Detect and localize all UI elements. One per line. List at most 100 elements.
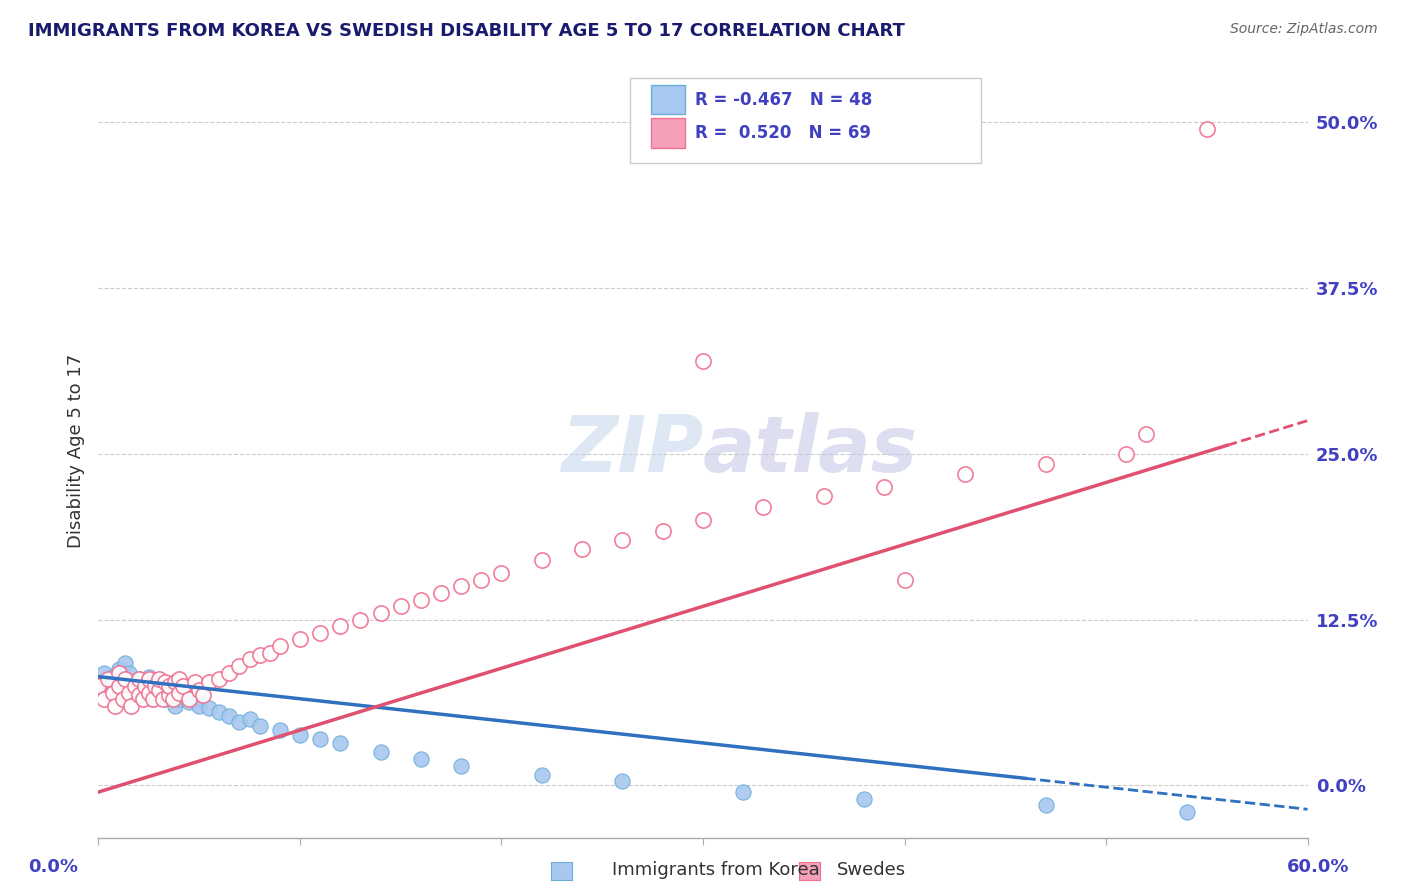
Point	[118, 679, 141, 693]
Point	[148, 675, 170, 690]
Point	[118, 665, 141, 680]
Point	[111, 692, 134, 706]
Point	[167, 692, 190, 706]
Point	[157, 679, 180, 693]
Point	[1115, 447, 1137, 461]
Text: R = -0.467   N = 48: R = -0.467 N = 48	[695, 91, 872, 109]
Point	[157, 688, 180, 702]
Text: 0.0%: 0.0%	[28, 858, 79, 876]
Point	[692, 354, 714, 368]
Text: R =  0.520   N = 69: R = 0.520 N = 69	[695, 124, 870, 142]
Point	[853, 791, 876, 805]
Point	[143, 679, 166, 693]
Point	[124, 679, 146, 693]
Point	[152, 692, 174, 706]
Point	[269, 639, 291, 653]
Point	[470, 573, 492, 587]
Point	[93, 692, 115, 706]
Text: ZIP: ZIP	[561, 412, 703, 489]
Point	[107, 679, 129, 693]
Point	[409, 592, 432, 607]
Point	[163, 698, 186, 713]
Point	[179, 692, 201, 706]
Point	[1035, 798, 1057, 813]
Point	[87, 679, 110, 693]
Point	[1175, 805, 1198, 819]
Text: Immigrants from Korea: Immigrants from Korea	[612, 861, 820, 879]
Point	[142, 692, 165, 706]
Point	[612, 533, 634, 547]
Point	[239, 652, 262, 666]
Point	[288, 632, 311, 647]
Point	[163, 675, 186, 690]
Point	[188, 682, 211, 697]
Point	[132, 677, 155, 691]
Point	[218, 665, 240, 680]
Point	[138, 673, 160, 687]
Point	[179, 695, 201, 709]
Point	[87, 679, 110, 693]
Point	[148, 685, 170, 699]
Text: Swedes: Swedes	[837, 861, 905, 879]
Point	[208, 673, 231, 687]
Text: 60.0%: 60.0%	[1288, 858, 1350, 876]
Point	[101, 685, 124, 699]
Point	[153, 675, 176, 690]
Point	[249, 648, 271, 663]
Point	[450, 579, 472, 593]
Point	[218, 709, 240, 723]
Point	[752, 500, 775, 514]
Point	[167, 682, 190, 697]
Point	[114, 657, 136, 671]
Point	[153, 692, 176, 706]
Point	[111, 692, 134, 706]
Point	[893, 573, 915, 587]
Point	[198, 675, 221, 690]
Point	[389, 599, 412, 614]
Point	[120, 698, 142, 713]
Point	[184, 675, 207, 690]
Point	[370, 745, 392, 759]
Point	[128, 673, 150, 687]
Point	[97, 673, 120, 687]
Point	[118, 685, 141, 699]
Point	[128, 688, 150, 702]
Point	[188, 692, 211, 706]
Point	[148, 682, 170, 697]
Text: IMMIGRANTS FROM KOREA VS SWEDISH DISABILITY AGE 5 TO 17 CORRELATION CHART: IMMIGRANTS FROM KOREA VS SWEDISH DISABIL…	[28, 22, 905, 40]
Point	[138, 670, 160, 684]
Point	[124, 685, 146, 699]
Point	[651, 524, 673, 538]
Point	[259, 646, 281, 660]
FancyBboxPatch shape	[651, 119, 685, 148]
Point	[157, 688, 180, 702]
Point	[309, 731, 332, 746]
Point	[1195, 121, 1218, 136]
Point	[269, 723, 291, 737]
FancyBboxPatch shape	[651, 85, 685, 114]
Point	[198, 701, 221, 715]
Point	[107, 662, 129, 676]
Point	[167, 685, 190, 699]
Point	[208, 706, 231, 720]
Point	[228, 659, 250, 673]
Point	[491, 566, 513, 581]
Point	[128, 673, 150, 687]
Point	[249, 719, 271, 733]
Point	[132, 692, 155, 706]
Point	[134, 679, 156, 693]
Point	[612, 774, 634, 789]
Point	[157, 679, 180, 693]
Point	[103, 698, 125, 713]
Point	[193, 688, 215, 702]
Point	[450, 758, 472, 772]
Point	[309, 625, 332, 640]
Point	[162, 692, 184, 706]
Point	[329, 736, 352, 750]
Point	[107, 675, 129, 690]
Point	[148, 673, 170, 687]
Point	[530, 553, 553, 567]
Point	[571, 542, 593, 557]
Point	[430, 586, 453, 600]
Text: atlas: atlas	[703, 412, 918, 489]
